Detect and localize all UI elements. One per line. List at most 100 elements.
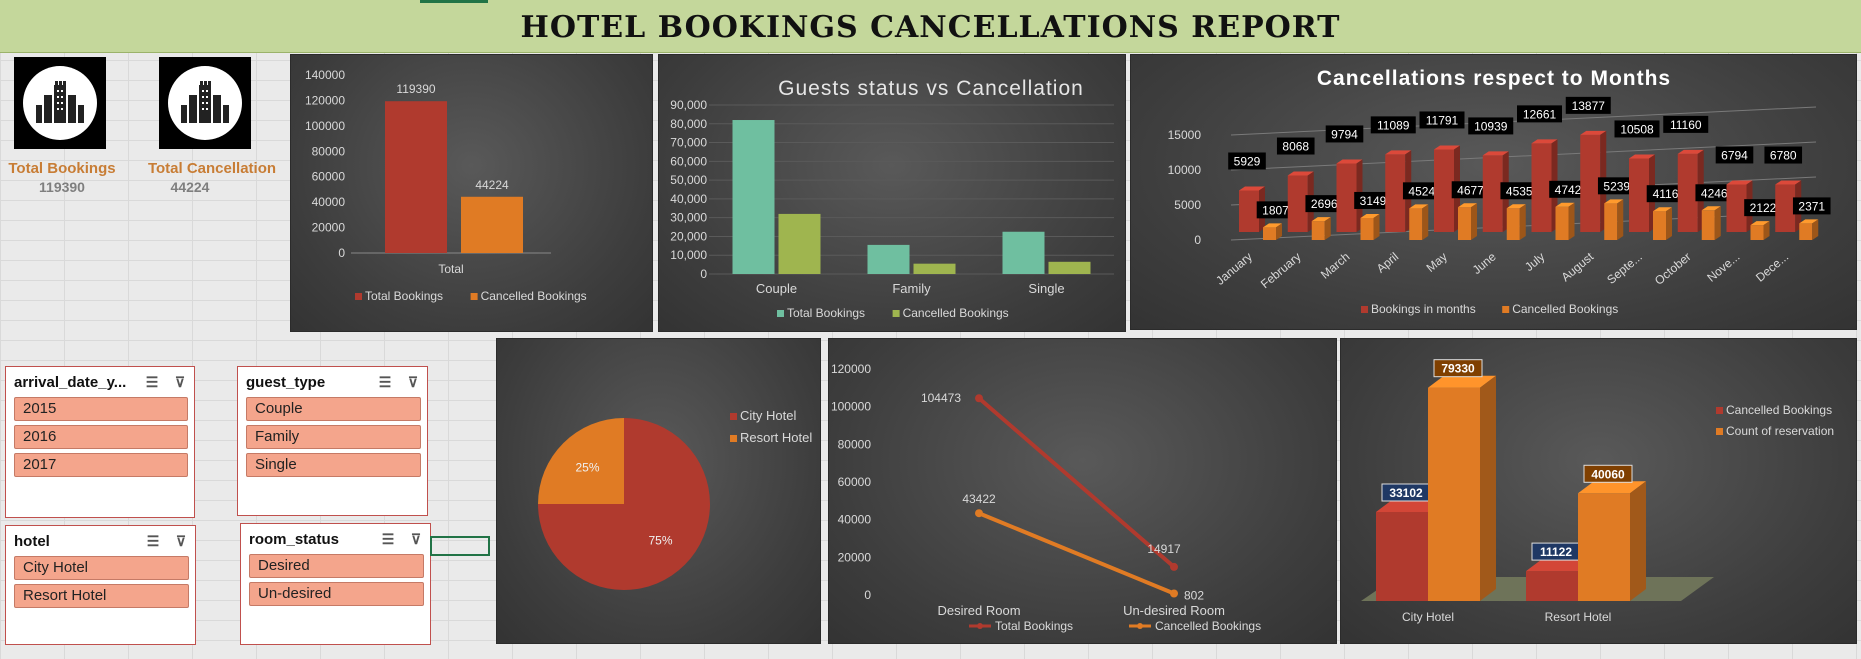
data-label: 11160 [1670, 118, 1702, 132]
clear-filter-icon[interactable]: ⊽ [174, 373, 186, 390]
y-tick-label: 80000 [838, 437, 872, 451]
room-status-line-chart[interactable]: 0 20000 40000 60000 80000 100000 120000 104473 1… [828, 338, 1337, 644]
bar-bookings [1677, 153, 1698, 232]
bar-cancelled [1506, 208, 1520, 240]
bar-top-face [1580, 130, 1607, 135]
data-point [975, 509, 983, 518]
legend-entry: Cancelled Bookings [1512, 302, 1618, 316]
hotel-share-pie-chart[interactable]: 75% 25% City Hotel Resort Hotel [496, 338, 821, 644]
bar-side-face [1373, 213, 1380, 240]
data-label: 10508 [1620, 122, 1654, 136]
guests-status-chart[interactable]: Guests status vs Cancellation 0 10,000 20,0… [658, 54, 1126, 332]
bar-family-cancelled [913, 263, 956, 274]
slicer-hotel[interactable]: hotel ☰ ⊽ City Hotel Resort Hotel [5, 525, 196, 645]
bar-side-face [1422, 204, 1429, 240]
report-title: HOTEL BOOKINGS CANCELLATIONS REPORT [520, 10, 1341, 45]
legend-entry: Cancelled Bookings [1726, 403, 1832, 417]
y-tick-label: 60,000 [670, 154, 707, 168]
data-label: 1807 [1262, 203, 1289, 217]
y-tick-label: 120000 [305, 93, 345, 107]
data-label-box [1370, 116, 1416, 134]
y-tick-label: 40,000 [670, 192, 707, 206]
x-tick-label: October [1652, 250, 1694, 288]
data-label: 4677 [1457, 183, 1484, 197]
slicer-item-desired[interactable]: Desired [249, 554, 424, 578]
y-tick-label: 70,000 [670, 136, 707, 150]
slicer-item-family[interactable]: Family [246, 425, 421, 449]
slicer-room-status[interactable]: room_status ☰ ⊽ Desired Un-desired [240, 523, 431, 645]
x-tick-label: Septe... [1604, 250, 1645, 287]
data-label: 119390 [396, 82, 435, 96]
slicer-item-city-hotel[interactable]: City Hotel [14, 556, 189, 580]
data-label-box [1695, 184, 1734, 202]
bar-top-face [1750, 221, 1770, 226]
bar-city-hotel-cancelled [1376, 511, 1428, 601]
bar-top-face [1434, 145, 1460, 150]
bar-side-face [1630, 481, 1646, 601]
data-label: 4535 [1506, 184, 1533, 198]
y-tick-label: 100000 [831, 400, 871, 414]
y-tick-label: 60000 [312, 170, 346, 184]
cancellations-by-month-chart[interactable]: Cancellations respect to Months 0 5000 1000… [1130, 54, 1857, 330]
bar-bookings [1531, 143, 1552, 232]
x-tick-label: Nove... [1704, 250, 1742, 285]
data-label-box [1500, 182, 1539, 200]
y-tick-label: 80,000 [670, 117, 707, 131]
bar-side-face [1480, 375, 1496, 601]
bar-top-face [1578, 481, 1646, 494]
bar-family-total [867, 244, 910, 274]
slicer-item-resort-hotel[interactable]: Resort Hotel [14, 584, 189, 608]
y-tick-label: 80000 [312, 144, 346, 158]
legend-swatch [777, 310, 784, 317]
bar-top-face [1799, 219, 1819, 224]
legend-swatch [1716, 428, 1723, 435]
clear-filter-icon[interactable]: ⊽ [175, 532, 187, 549]
bar-top-face [1385, 150, 1412, 155]
hotel-cancellations-3d-chart[interactable]: 33102 79330 City Hotel 11122 40060 Resort Hot… [1340, 338, 1857, 644]
data-label: 33102 [1389, 486, 1423, 500]
multi-select-icon[interactable]: ☰ [145, 373, 159, 390]
slicer-item-undesired[interactable]: Un-desired [249, 582, 424, 606]
data-label: 8068 [1282, 140, 1309, 154]
data-label: 79330 [1441, 362, 1475, 376]
data-label: 6794 [1721, 148, 1748, 162]
total-vs-cancelled-chart[interactable]: 0 20000 40000 60000 80000 100000 120000 140000 1… [290, 54, 653, 332]
data-label-box [1305, 195, 1344, 213]
data-label-box [1354, 191, 1392, 209]
bar-total-bookings [385, 101, 447, 253]
slicer-item-couple[interactable]: Couple [246, 397, 421, 421]
clear-filter-icon[interactable]: ⊽ [407, 373, 419, 390]
bar-cancelled-bookings [461, 196, 523, 253]
clear-filter-icon[interactable]: ⊽ [410, 530, 422, 547]
bar-top-face [1482, 151, 1509, 156]
slicer-item-2015[interactable]: 2015 [14, 397, 188, 421]
bar-side-face [1471, 203, 1477, 240]
data-label: 5929 [1234, 154, 1261, 168]
slicer-arrival-date-year[interactable]: arrival_date_y... ☰ ⊽ 2015 2016 2017 [5, 366, 195, 518]
selected-cell[interactable] [430, 536, 490, 556]
y-tick-label: 20,000 [670, 229, 707, 243]
kpi-total-bookings-label: Total Bookings [8, 160, 116, 177]
y-tick-label: 100000 [305, 119, 345, 133]
bar-bookings [1629, 158, 1649, 232]
data-label: 4116 [1653, 187, 1679, 201]
bar-top-face [1726, 180, 1753, 185]
data-label: 4246 [1701, 186, 1728, 200]
data-point [975, 394, 983, 403]
bar-top-face [1677, 149, 1704, 154]
x-tick-label: Resort Hotel [1545, 610, 1612, 624]
legend-entry: Bookings in months [1371, 302, 1476, 316]
slicer-item-2017[interactable]: 2017 [14, 453, 188, 477]
multi-select-icon[interactable]: ☰ [381, 530, 395, 547]
multi-select-icon[interactable]: ☰ [378, 373, 392, 390]
multi-select-icon[interactable]: ☰ [146, 532, 160, 549]
data-label: 2122 [1750, 201, 1777, 215]
bar-top-face [1604, 199, 1624, 204]
bar-top-face [1506, 204, 1526, 209]
slicer-guest-type[interactable]: guest_type ☰ ⊽ Couple Family Single [237, 366, 428, 516]
bar-cancelled [1311, 221, 1325, 240]
slicer-item-2016[interactable]: 2016 [14, 425, 188, 449]
slicer-item-single[interactable]: Single [246, 453, 421, 477]
x-tick-label: Dece... [1753, 250, 1791, 285]
legend-entry: Resort Hotel [740, 430, 812, 445]
